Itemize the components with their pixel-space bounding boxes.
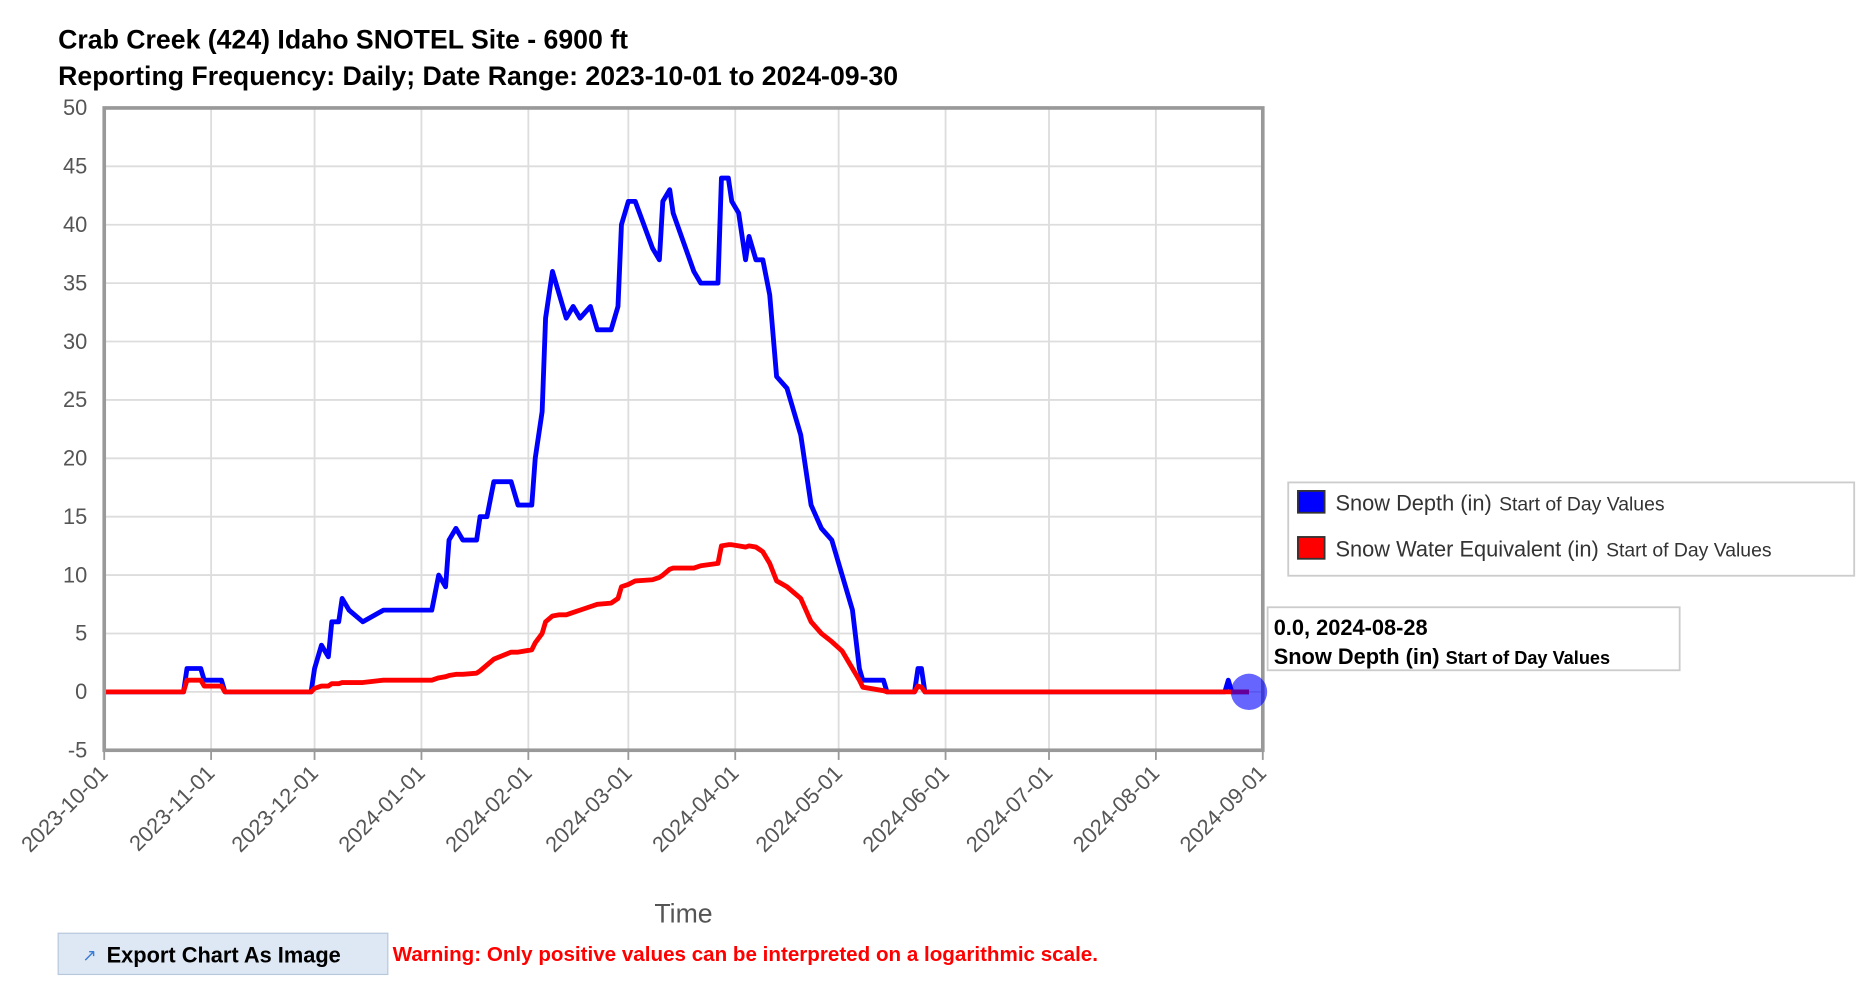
- legend-label[interactable]: Snow Depth (in) Start of Day Values: [1335, 490, 1664, 515]
- x-tick-label: 2023-12-01: [226, 760, 323, 857]
- legend-series-name: Snow Water Equivalent (in): [1335, 536, 1598, 561]
- y-tick-label: 40: [63, 212, 87, 237]
- legend-value-type: Start of Day Values: [1606, 539, 1771, 561]
- series-line: [104, 542, 1249, 695]
- x-tick-label: 2024-05-01: [751, 760, 848, 857]
- x-tick-label: 2024-03-01: [540, 760, 637, 857]
- y-tick-label: 0: [75, 679, 87, 704]
- chart-subtitle: Reporting Frequency: Daily; Date Range: …: [58, 61, 898, 91]
- y-tick-label: 10: [63, 562, 87, 587]
- tooltip-value-type: Start of Day Values: [1446, 648, 1610, 668]
- y-tick-label: 15: [63, 504, 87, 529]
- tooltip-value: 0.0, 2024-08-28: [1274, 615, 1428, 640]
- legend-swatch[interactable]: [1297, 536, 1326, 560]
- x-tick-label: 2024-09-01: [1175, 760, 1272, 857]
- legend-label[interactable]: Snow Water Equivalent (in) Start of Day V…: [1335, 536, 1771, 561]
- y-tick-label: 20: [63, 446, 87, 471]
- legend-series-name: Snow Depth (in): [1335, 490, 1491, 515]
- tooltip-box: [1266, 606, 1681, 672]
- tooltip-series-name: Snow Depth (in): [1274, 644, 1440, 669]
- y-tick-label: -5: [68, 738, 87, 763]
- export-icon[interactable]: ↗: [82, 946, 96, 965]
- plot-border: [102, 106, 1265, 753]
- export-button-label[interactable]: Export Chart As Image: [107, 942, 341, 967]
- x-tick-label: 2024-01-01: [333, 760, 430, 857]
- x-tick-label: 2023-10-01: [16, 760, 113, 857]
- x-tick-label: 2024-04-01: [647, 760, 744, 857]
- chart-title: Crab Creek (424) Idaho SNOTEL Site - 690…: [58, 25, 628, 55]
- x-tick-label: 2024-06-01: [857, 760, 954, 857]
- x-tick-label: 2024-07-01: [961, 760, 1058, 857]
- y-tick-label: 50: [63, 95, 87, 120]
- x-tick-label: 2023-11-01: [124, 760, 219, 855]
- x-tick-label: 2024-08-01: [1068, 760, 1165, 857]
- hover-marker: [1230, 673, 1268, 711]
- y-tick-label: 25: [63, 387, 87, 412]
- y-tick-label: 45: [63, 154, 87, 179]
- legend-value-type: Start of Day Values: [1499, 493, 1664, 515]
- y-tick-label: 30: [63, 329, 87, 354]
- y-tick-label: 5: [75, 621, 87, 646]
- legend-swatch[interactable]: [1297, 490, 1326, 514]
- export-button[interactable]: [57, 932, 389, 976]
- x-tick-label: 2024-02-01: [440, 760, 537, 857]
- x-axis-label: Time: [654, 898, 712, 928]
- series-line: [104, 175, 1249, 695]
- warning: Warning: Only positive values can be int…: [393, 943, 1098, 966]
- y-tick-label: 35: [63, 270, 87, 295]
- tooltip-series: Snow Depth (in) Start of Day Values: [1274, 644, 1610, 669]
- legend-box: [1287, 481, 1856, 577]
